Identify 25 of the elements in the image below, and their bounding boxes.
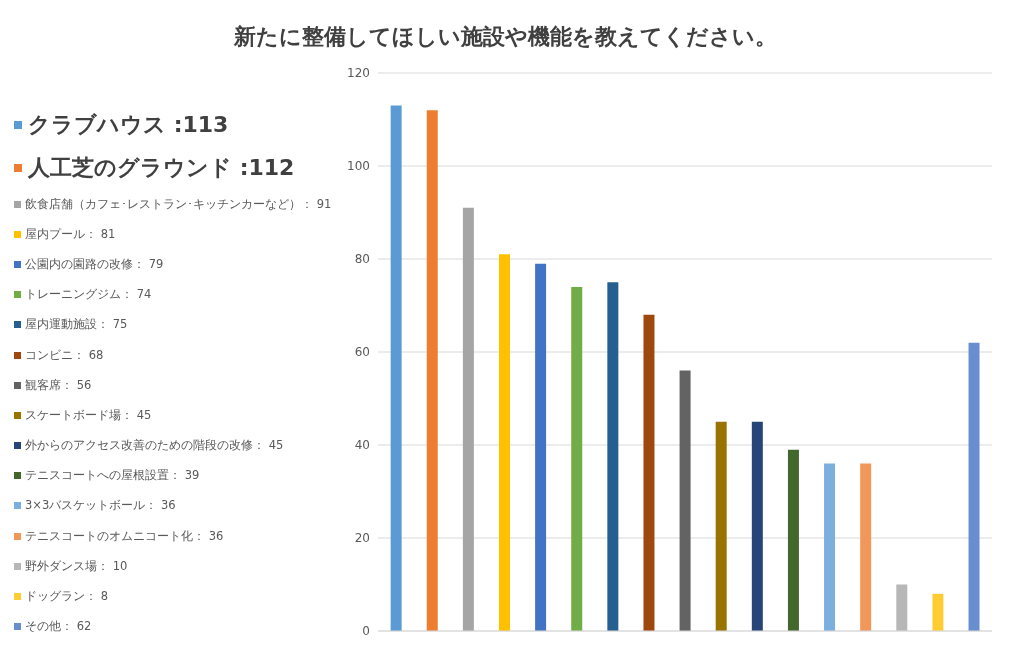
legend-label: 公園内の園路の改修： 79	[25, 256, 164, 272]
legend-label: テニスコートのオムニコート化： 36	[25, 528, 224, 544]
legend-label: 外からのアクセス改善のための階段の改修： 45	[25, 438, 284, 454]
y-tick-label: 60	[354, 345, 370, 360]
legend-label: クラブハウス :113	[28, 110, 229, 139]
legend-label: テニスコートへの屋根設置： 39	[25, 468, 200, 484]
legend-label: ドッグラン： 8	[25, 589, 108, 605]
legend-label: その他： 62	[25, 619, 92, 635]
y-tick-label: 100	[347, 159, 370, 174]
legend-label: 観客席： 56	[25, 377, 92, 393]
y-tick-label: 0	[362, 624, 370, 639]
legend-label: 人工芝のグラウンド :112	[28, 153, 295, 182]
y-tick-label: 20	[354, 531, 370, 546]
legend-label: トレーニングジム： 74	[25, 287, 152, 303]
legend-label: 飲食店舗（カフェ･レストラン･キッチンカーなど）： 91	[25, 196, 332, 212]
legend-label: スケートボード場： 45	[25, 407, 152, 423]
y-tick-label: 40	[354, 438, 370, 453]
y-tick-label: 80	[354, 252, 370, 267]
legend-label: 屋内運動施設： 75	[25, 317, 128, 333]
legend-label: 屋内プール： 81	[25, 226, 116, 242]
y-tick-label: 120	[347, 66, 370, 81]
chart-title: 新たに整備してほしい施設や機能を教えてください。	[232, 23, 778, 51]
legend-label: 野外ダンス場： 10	[25, 558, 128, 574]
legend-label: コンビニ： 68	[25, 347, 104, 363]
legend-label: 3×3バスケットボール： 36	[25, 498, 176, 514]
